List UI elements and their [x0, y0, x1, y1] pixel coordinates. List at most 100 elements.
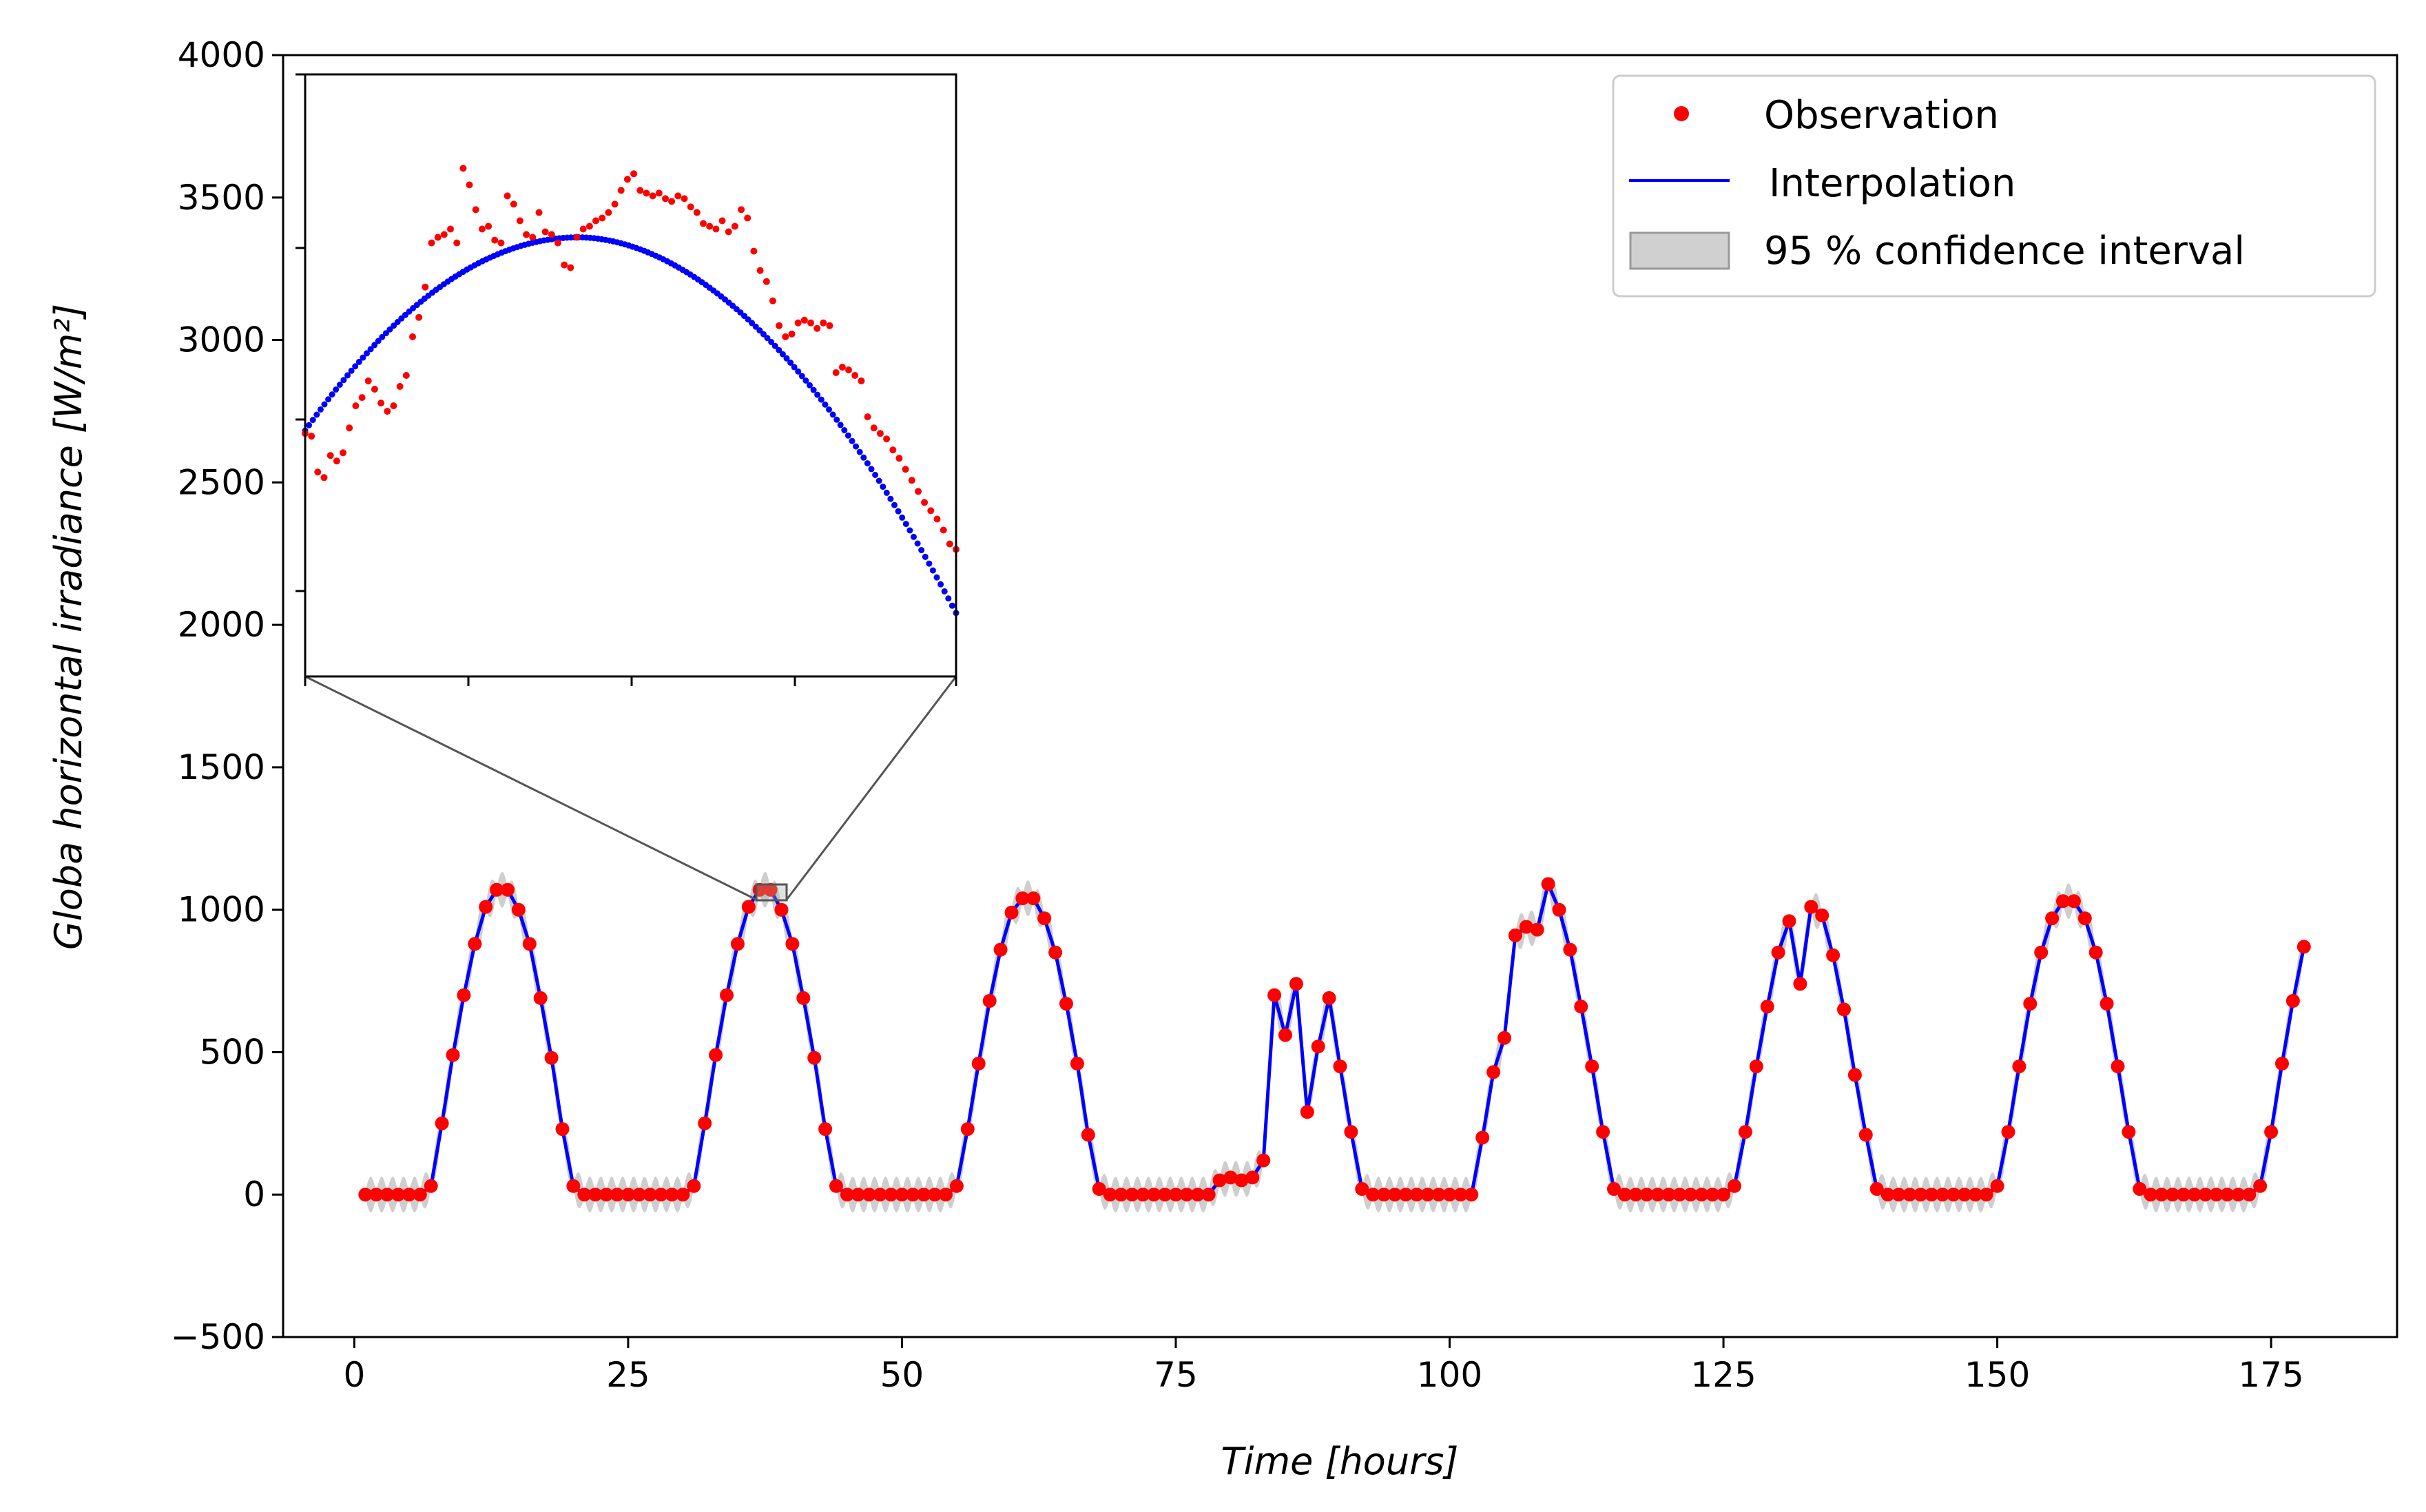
observation-point: [1256, 1153, 1271, 1168]
inset-observation-point: [579, 225, 587, 233]
observation-point: [2100, 997, 2114, 1011]
inset-interpolation-point: [795, 368, 802, 375]
observation-point: [1169, 1188, 1183, 1202]
inset-observation-point: [535, 209, 543, 216]
inset-observation-point: [643, 189, 650, 197]
inset-observation-point: [384, 408, 391, 415]
observation-point: [1585, 1059, 1599, 1074]
inset-observation-point: [485, 222, 493, 230]
observation-point: [1037, 911, 1052, 926]
inset-observation-point: [599, 214, 606, 222]
inset-interpolation-point: [391, 322, 397, 329]
inset-interpolation-point: [864, 460, 871, 467]
y-tick-label: 0: [243, 1174, 265, 1214]
inset-interpolation-point: [822, 401, 829, 408]
observation-point: [1377, 1188, 1391, 1202]
x-tick-label: 150: [1964, 1355, 2030, 1395]
observation-point: [632, 1188, 646, 1202]
inset-observation-point: [371, 386, 378, 393]
observation-point: [621, 1188, 635, 1202]
observation-point: [490, 882, 504, 897]
observation-point: [1683, 1188, 1698, 1202]
observation-point: [1869, 1182, 1884, 1196]
observation-point: [1278, 1028, 1292, 1042]
observation-point: [1563, 942, 1577, 957]
inset-interpolation-point: [844, 432, 851, 439]
inset-interpolation-point: [756, 327, 763, 334]
inset-observation-point: [630, 170, 638, 178]
inset-interpolation-point: [918, 547, 925, 554]
observation-point: [1706, 1188, 1720, 1202]
observation-point: [1245, 1170, 1260, 1185]
observation-point: [928, 1188, 942, 1202]
observation-point: [818, 1122, 833, 1137]
inset-observation-point: [541, 228, 549, 236]
inset-observation-point: [681, 195, 688, 203]
inset-interpolation-point: [798, 373, 805, 380]
observation-point: [2242, 1188, 2257, 1202]
observation-point: [1903, 1188, 1917, 1202]
zoom-region-marker: [755, 883, 788, 902]
x-tick-label: 175: [2238, 1355, 2303, 1395]
inset-interpolation-point: [929, 567, 936, 574]
observation-point: [1147, 1188, 1161, 1202]
inset-interpolation-point: [880, 484, 887, 490]
observation-point: [1925, 1188, 1939, 1202]
x-axis-label: Time [hours]: [1221, 1440, 1459, 1483]
inset-interpolation-point: [309, 417, 316, 424]
observation-point: [884, 1188, 898, 1202]
inset-interpolation-point: [945, 595, 952, 602]
observation-point: [599, 1188, 614, 1202]
inset-observation-point: [820, 319, 827, 327]
observation-point: [1026, 891, 1041, 906]
inset-interpolation-point: [340, 377, 347, 384]
inset-observation-point: [510, 200, 517, 208]
inset-observation-point: [876, 430, 884, 437]
y-tick-label: 3500: [178, 178, 265, 218]
interpolation-line: [365, 882, 2306, 1197]
observation-point: [1322, 991, 1336, 1005]
inset-connector-left: [304, 675, 757, 901]
observation-point: [1201, 1188, 1216, 1202]
inset-interpolation-point: [333, 386, 340, 393]
observation-point: [2012, 1059, 2026, 1074]
inset-interpolation-point: [902, 521, 909, 528]
observation-point: [457, 988, 471, 1002]
y-tick-label: 2500: [178, 462, 265, 502]
inset-observation-point: [573, 234, 581, 241]
y-axis-label: Globa horizontal irradiance [W/m²]: [47, 304, 90, 950]
inset-observation-point: [693, 209, 701, 216]
observation-point: [1497, 1031, 1511, 1045]
inset-interpolation-point: [382, 330, 389, 337]
inset-interpolation-point: [802, 377, 809, 384]
observation-point: [1267, 988, 1282, 1002]
inset-interpolation-point: [783, 355, 790, 362]
inset-observation-point: [326, 452, 334, 459]
observation-point: [720, 988, 734, 1002]
inset-observation-point: [718, 217, 726, 225]
inset-interpolation-point: [922, 553, 929, 560]
inset-interpolation-point: [348, 367, 355, 374]
legend: Observation Interpolation 95 % confidenc…: [1612, 74, 2376, 298]
observation-point: [1409, 1188, 1424, 1202]
observation-point: [1617, 1188, 1632, 1202]
observation-point: [1311, 1039, 1325, 1054]
observation-point: [1125, 1188, 1139, 1202]
observation-point: [1431, 1188, 1446, 1202]
legend-observation-label: Observation: [1764, 93, 1999, 138]
observation-point: [971, 1057, 986, 1070]
inset-observation-point: [662, 195, 669, 203]
observation-point: [1628, 1188, 1643, 1202]
inset-observation-point: [649, 192, 656, 200]
observation-point: [1442, 1188, 1457, 1202]
observation-point: [2285, 994, 2300, 1008]
observation-point: [522, 937, 537, 951]
inset-observation-point: [655, 189, 663, 197]
inset-observation-point: [870, 424, 878, 432]
observation-point: [1015, 891, 1030, 906]
inset-interpolation-point: [386, 326, 393, 333]
observation-point: [1749, 1059, 1763, 1074]
inset-interpolation-point: [776, 346, 782, 353]
observation-point: [1804, 900, 1818, 914]
